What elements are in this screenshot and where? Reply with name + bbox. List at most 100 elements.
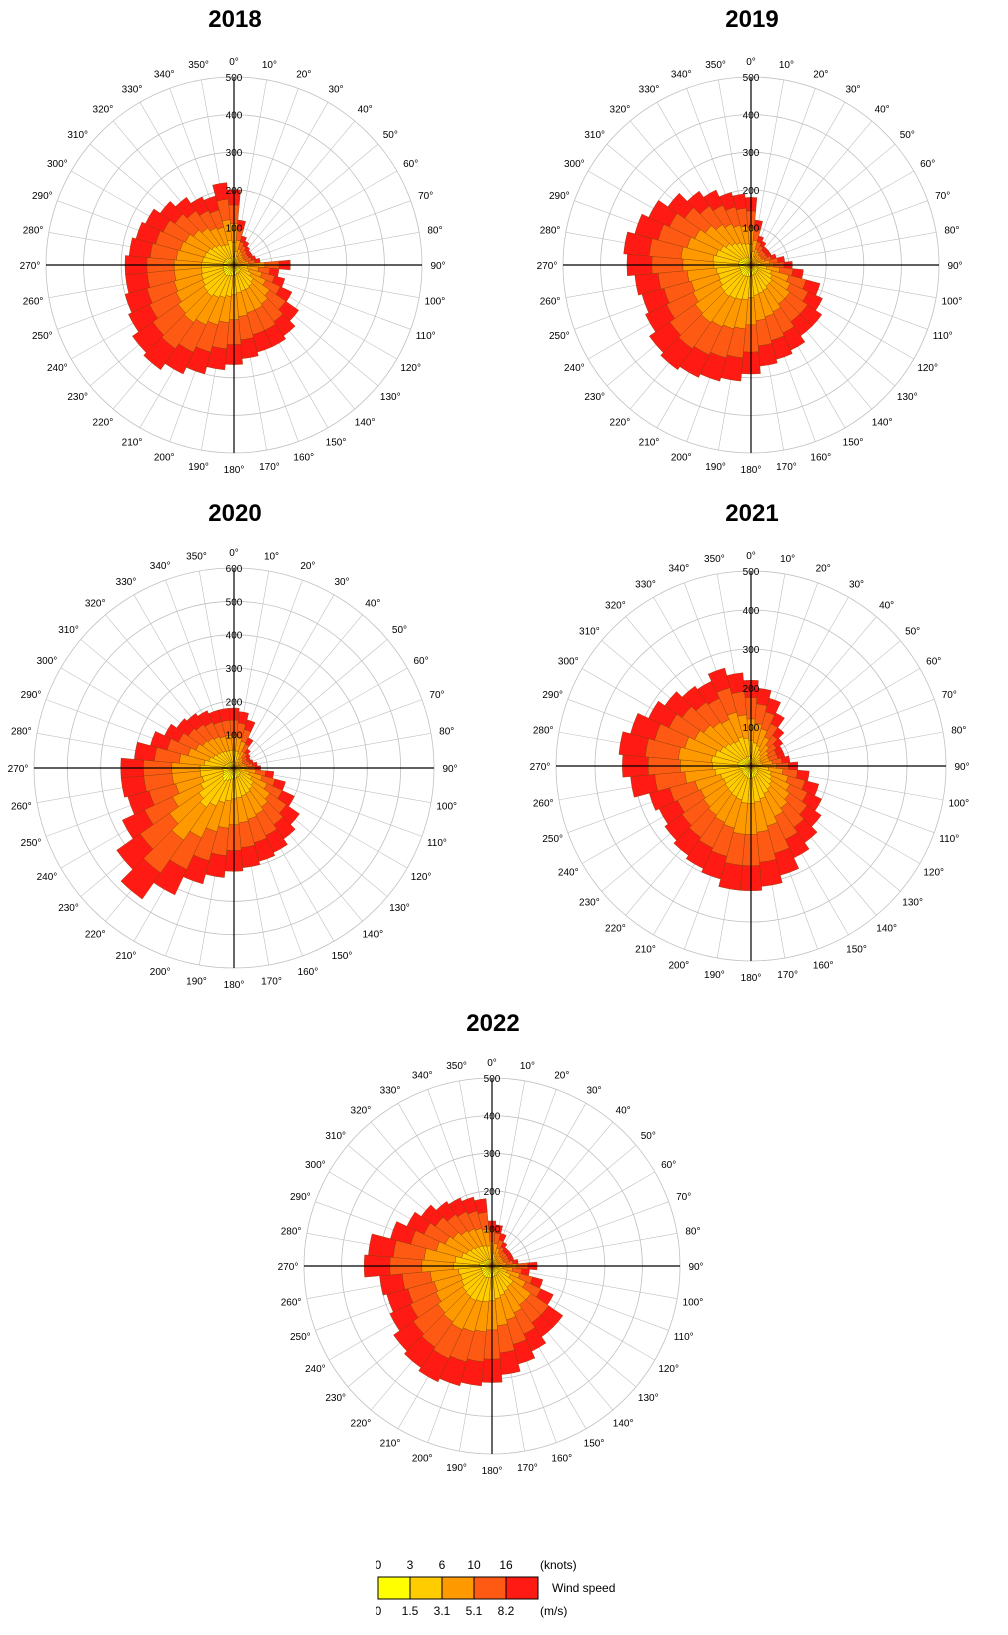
- direction-label: 250°: [290, 1332, 311, 1343]
- direction-label: 20°: [300, 561, 315, 572]
- direction-label: 200°: [150, 967, 171, 978]
- direction-label: 280°: [11, 726, 32, 737]
- direction-label: 310°: [67, 130, 88, 141]
- direction-label: 90°: [954, 762, 969, 773]
- direction-label: 230°: [67, 392, 88, 403]
- direction-label: 260°: [281, 1297, 302, 1308]
- bar-20deg-class-4: [498, 1233, 507, 1242]
- legend-ms-tick: 0: [376, 1604, 382, 1618]
- bar-350deg-class-4: [732, 193, 747, 211]
- direction-label: 60°: [920, 159, 935, 170]
- direction-label: 240°: [47, 363, 68, 374]
- direction-label: 60°: [403, 159, 418, 170]
- legend-ms-tick: 8.2: [498, 1604, 515, 1618]
- direction-label: 40°: [358, 105, 373, 116]
- bar-350deg-class-4: [474, 1198, 488, 1214]
- direction-label: 50°: [900, 130, 915, 141]
- grid-spoke: [491, 1121, 614, 1267]
- direction-label: 210°: [639, 438, 660, 449]
- direction-label: 20°: [296, 69, 311, 80]
- legend-knots-tick: 6: [439, 1558, 446, 1572]
- direction-label: 10°: [520, 1061, 535, 1072]
- direction-label: 10°: [262, 60, 277, 71]
- direction-label: 180°: [224, 465, 245, 476]
- direction-label: 340°: [154, 69, 175, 80]
- radial-tick-label: 200: [743, 186, 760, 197]
- direction-label: 300°: [558, 657, 579, 668]
- direction-label: 350°: [188, 60, 209, 71]
- direction-label: 310°: [325, 1131, 346, 1142]
- direction-label: 10°: [264, 551, 279, 562]
- direction-label: 160°: [298, 967, 319, 978]
- direction-label: 190°: [186, 977, 207, 988]
- bar-350deg-class-4: [218, 708, 231, 722]
- direction-label: 150°: [332, 951, 353, 962]
- chart-title: 2019: [725, 6, 779, 33]
- direction-label: 100°: [425, 296, 446, 307]
- direction-label: 220°: [610, 417, 631, 428]
- wind-rose-plot: 100 200 300 400 500 0° 10° 20° 30° 40° 50° 60° 70° 80…: [20, 57, 446, 476]
- direction-label: 340°: [412, 1070, 433, 1081]
- wind-rose-2020: 2020 100 200 300 400 500 600 0° 10° 20° 30° 40° 50°…: [0, 500, 470, 990]
- direction-label: 220°: [605, 924, 626, 935]
- direction-label: 190°: [446, 1463, 467, 1474]
- direction-label: 300°: [37, 656, 58, 667]
- direction-label: 180°: [482, 1466, 503, 1477]
- legend-ms-tick: 3.1: [434, 1604, 451, 1618]
- radial-tick-label: 400: [226, 631, 243, 642]
- direction-label: 50°: [905, 626, 920, 637]
- direction-label: 330°: [122, 84, 143, 95]
- direction-label: 270°: [537, 261, 558, 272]
- direction-label: 260°: [11, 802, 32, 813]
- grid-spoke: [750, 88, 816, 266]
- direction-label: 20°: [554, 1070, 569, 1081]
- grid-spoke: [491, 1171, 655, 1267]
- chart-title: 2020: [208, 500, 262, 527]
- bar-350deg-class-4: [212, 182, 229, 202]
- direction-label: 180°: [224, 980, 245, 990]
- direction-label: 120°: [400, 363, 421, 374]
- direction-label: 240°: [558, 868, 579, 879]
- direction-label: 260°: [540, 296, 561, 307]
- radial-tick-label: 100: [484, 1224, 501, 1235]
- direction-label: 200°: [668, 960, 689, 971]
- direction-label: 80°: [944, 226, 959, 237]
- radial-tick-label: 400: [484, 1112, 501, 1123]
- direction-label: 80°: [951, 725, 966, 736]
- grid-spoke: [750, 102, 846, 266]
- direction-label: 240°: [564, 363, 585, 374]
- radial-tick-label: 100: [743, 723, 760, 734]
- legend-swatch-0: [377, 1576, 411, 1600]
- direction-label: 210°: [635, 945, 656, 956]
- grid-spoke: [233, 732, 432, 769]
- grid-spoke: [233, 102, 329, 266]
- radial-tick-label: 300: [226, 664, 243, 675]
- radial-tick-label: 200: [484, 1187, 501, 1198]
- direction-label: 290°: [542, 690, 563, 701]
- wind-rose-plot: 100 200 300 400 500 0° 10° 20° 30° 40° 50° 60° 70° 80…: [530, 551, 970, 984]
- direction-label: 130°: [638, 1393, 659, 1404]
- grid-spoke: [233, 200, 411, 266]
- direction-label: 150°: [326, 438, 347, 449]
- radial-tick-label: 300: [226, 148, 243, 159]
- direction-label: 230°: [579, 898, 600, 909]
- direction-label: 220°: [85, 929, 106, 940]
- grid-spoke: [233, 120, 356, 266]
- direction-label: 220°: [93, 417, 114, 428]
- legend-knots-tick: 0: [376, 1558, 382, 1572]
- direction-label: 260°: [533, 799, 554, 810]
- legend-ms-tick: 1.5: [402, 1604, 419, 1618]
- direction-label: 50°: [641, 1131, 656, 1142]
- direction-label: 330°: [380, 1085, 401, 1096]
- direction-label: 140°: [613, 1418, 634, 1429]
- direction-label: 240°: [305, 1364, 326, 1375]
- direction-label: 170°: [776, 462, 797, 473]
- direction-label: 20°: [813, 69, 828, 80]
- direction-label: 30°: [849, 579, 864, 590]
- direction-label: 60°: [413, 656, 428, 667]
- direction-label: 350°: [186, 551, 207, 562]
- direction-label: 30°: [328, 84, 343, 95]
- direction-label: 270°: [530, 762, 551, 773]
- direction-label: 170°: [259, 462, 280, 473]
- direction-label: 90°: [442, 764, 457, 775]
